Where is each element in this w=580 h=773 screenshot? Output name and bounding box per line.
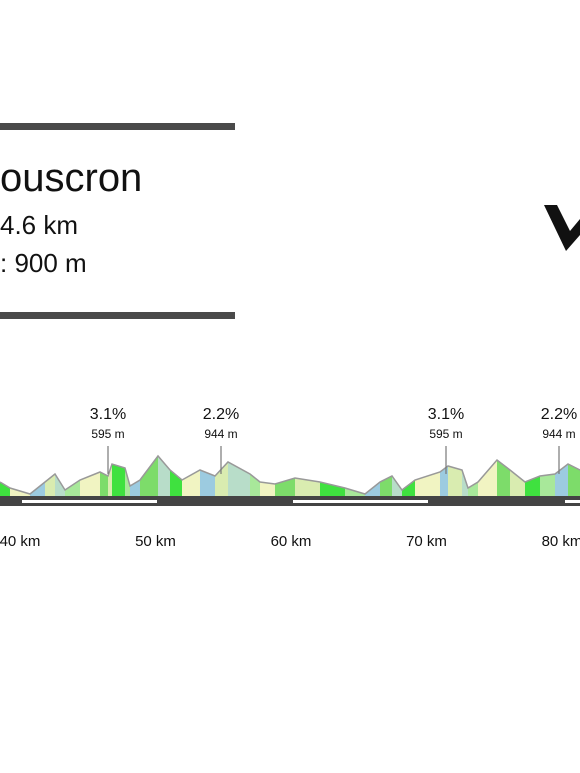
terrain-segment	[468, 482, 478, 496]
terrain-segment	[568, 464, 580, 496]
road-stripe	[293, 500, 428, 503]
terrain-segment	[112, 464, 125, 496]
climb-gradient: 2.2%	[541, 406, 577, 423]
terrain-segment	[540, 474, 555, 496]
terrain-segment	[0, 482, 10, 496]
terrain-segment	[478, 460, 497, 496]
chevron-logo-icon	[544, 205, 580, 251]
elevation-profile: 3.1% 595 m 2.2% 944 m 3.1% 595 m 2.2% 944 m 40 …	[0, 406, 580, 550]
terrain-layer	[0, 454, 580, 496]
terrain-segment	[158, 456, 170, 496]
climb-gradient: 3.1%	[428, 406, 464, 423]
road-stripes	[22, 500, 580, 503]
terrain-segment	[65, 480, 80, 496]
road-stripe	[22, 500, 157, 503]
terrain-segment	[215, 462, 228, 496]
terrain-segment	[510, 470, 525, 496]
terrain-segment	[260, 482, 275, 496]
header-top-bar	[0, 123, 235, 130]
terrain-segment	[170, 470, 182, 496]
km-tick-label: 50 km	[135, 533, 176, 550]
climb-altitude: 595 m	[91, 427, 124, 441]
terrain-outline	[0, 454, 580, 495]
climb-markers: 3.1% 595 m 2.2% 944 m 3.1% 595 m 2.2% 944 m	[90, 406, 577, 474]
terrain-segment	[402, 480, 415, 496]
header-bottom-bar	[0, 312, 235, 319]
terrain-segment	[55, 474, 65, 496]
terrain-segment	[140, 456, 158, 496]
climb-altitude: 944 m	[204, 427, 237, 441]
stage-distance: 4.6 km	[0, 210, 79, 240]
terrain-segment	[497, 460, 510, 496]
climb-gradient: 2.2%	[203, 406, 239, 423]
terrain-segment	[228, 462, 250, 496]
terrain-segment	[200, 470, 215, 496]
road-stripe	[565, 500, 580, 503]
km-ticks: 40 km 50 km 60 km 70 km 80 km	[0, 533, 580, 550]
terrain-segment	[130, 480, 140, 496]
km-tick-label: 80 km	[542, 533, 580, 550]
km-tick-label: 60 km	[271, 533, 312, 550]
terrain-segment	[100, 472, 108, 496]
stage-title: ouscron	[0, 156, 143, 200]
km-tick-label: 40 km	[0, 533, 40, 550]
terrain-segment	[320, 482, 345, 496]
terrain-segment	[448, 466, 462, 496]
stage-elevation: : 900 m	[0, 248, 87, 278]
terrain-segment	[182, 470, 200, 496]
terrain-segment	[250, 474, 260, 496]
terrain-segment	[108, 464, 112, 496]
terrain-segment	[392, 476, 402, 496]
terrain-segment	[45, 474, 55, 496]
climb-altitude: 944 m	[542, 427, 575, 441]
terrain-segment	[295, 478, 320, 496]
road-band	[0, 496, 580, 506]
km-tick-label: 70 km	[406, 533, 447, 550]
climb-altitude: 595 m	[429, 427, 462, 441]
climb-gradient: 3.1%	[90, 406, 126, 423]
